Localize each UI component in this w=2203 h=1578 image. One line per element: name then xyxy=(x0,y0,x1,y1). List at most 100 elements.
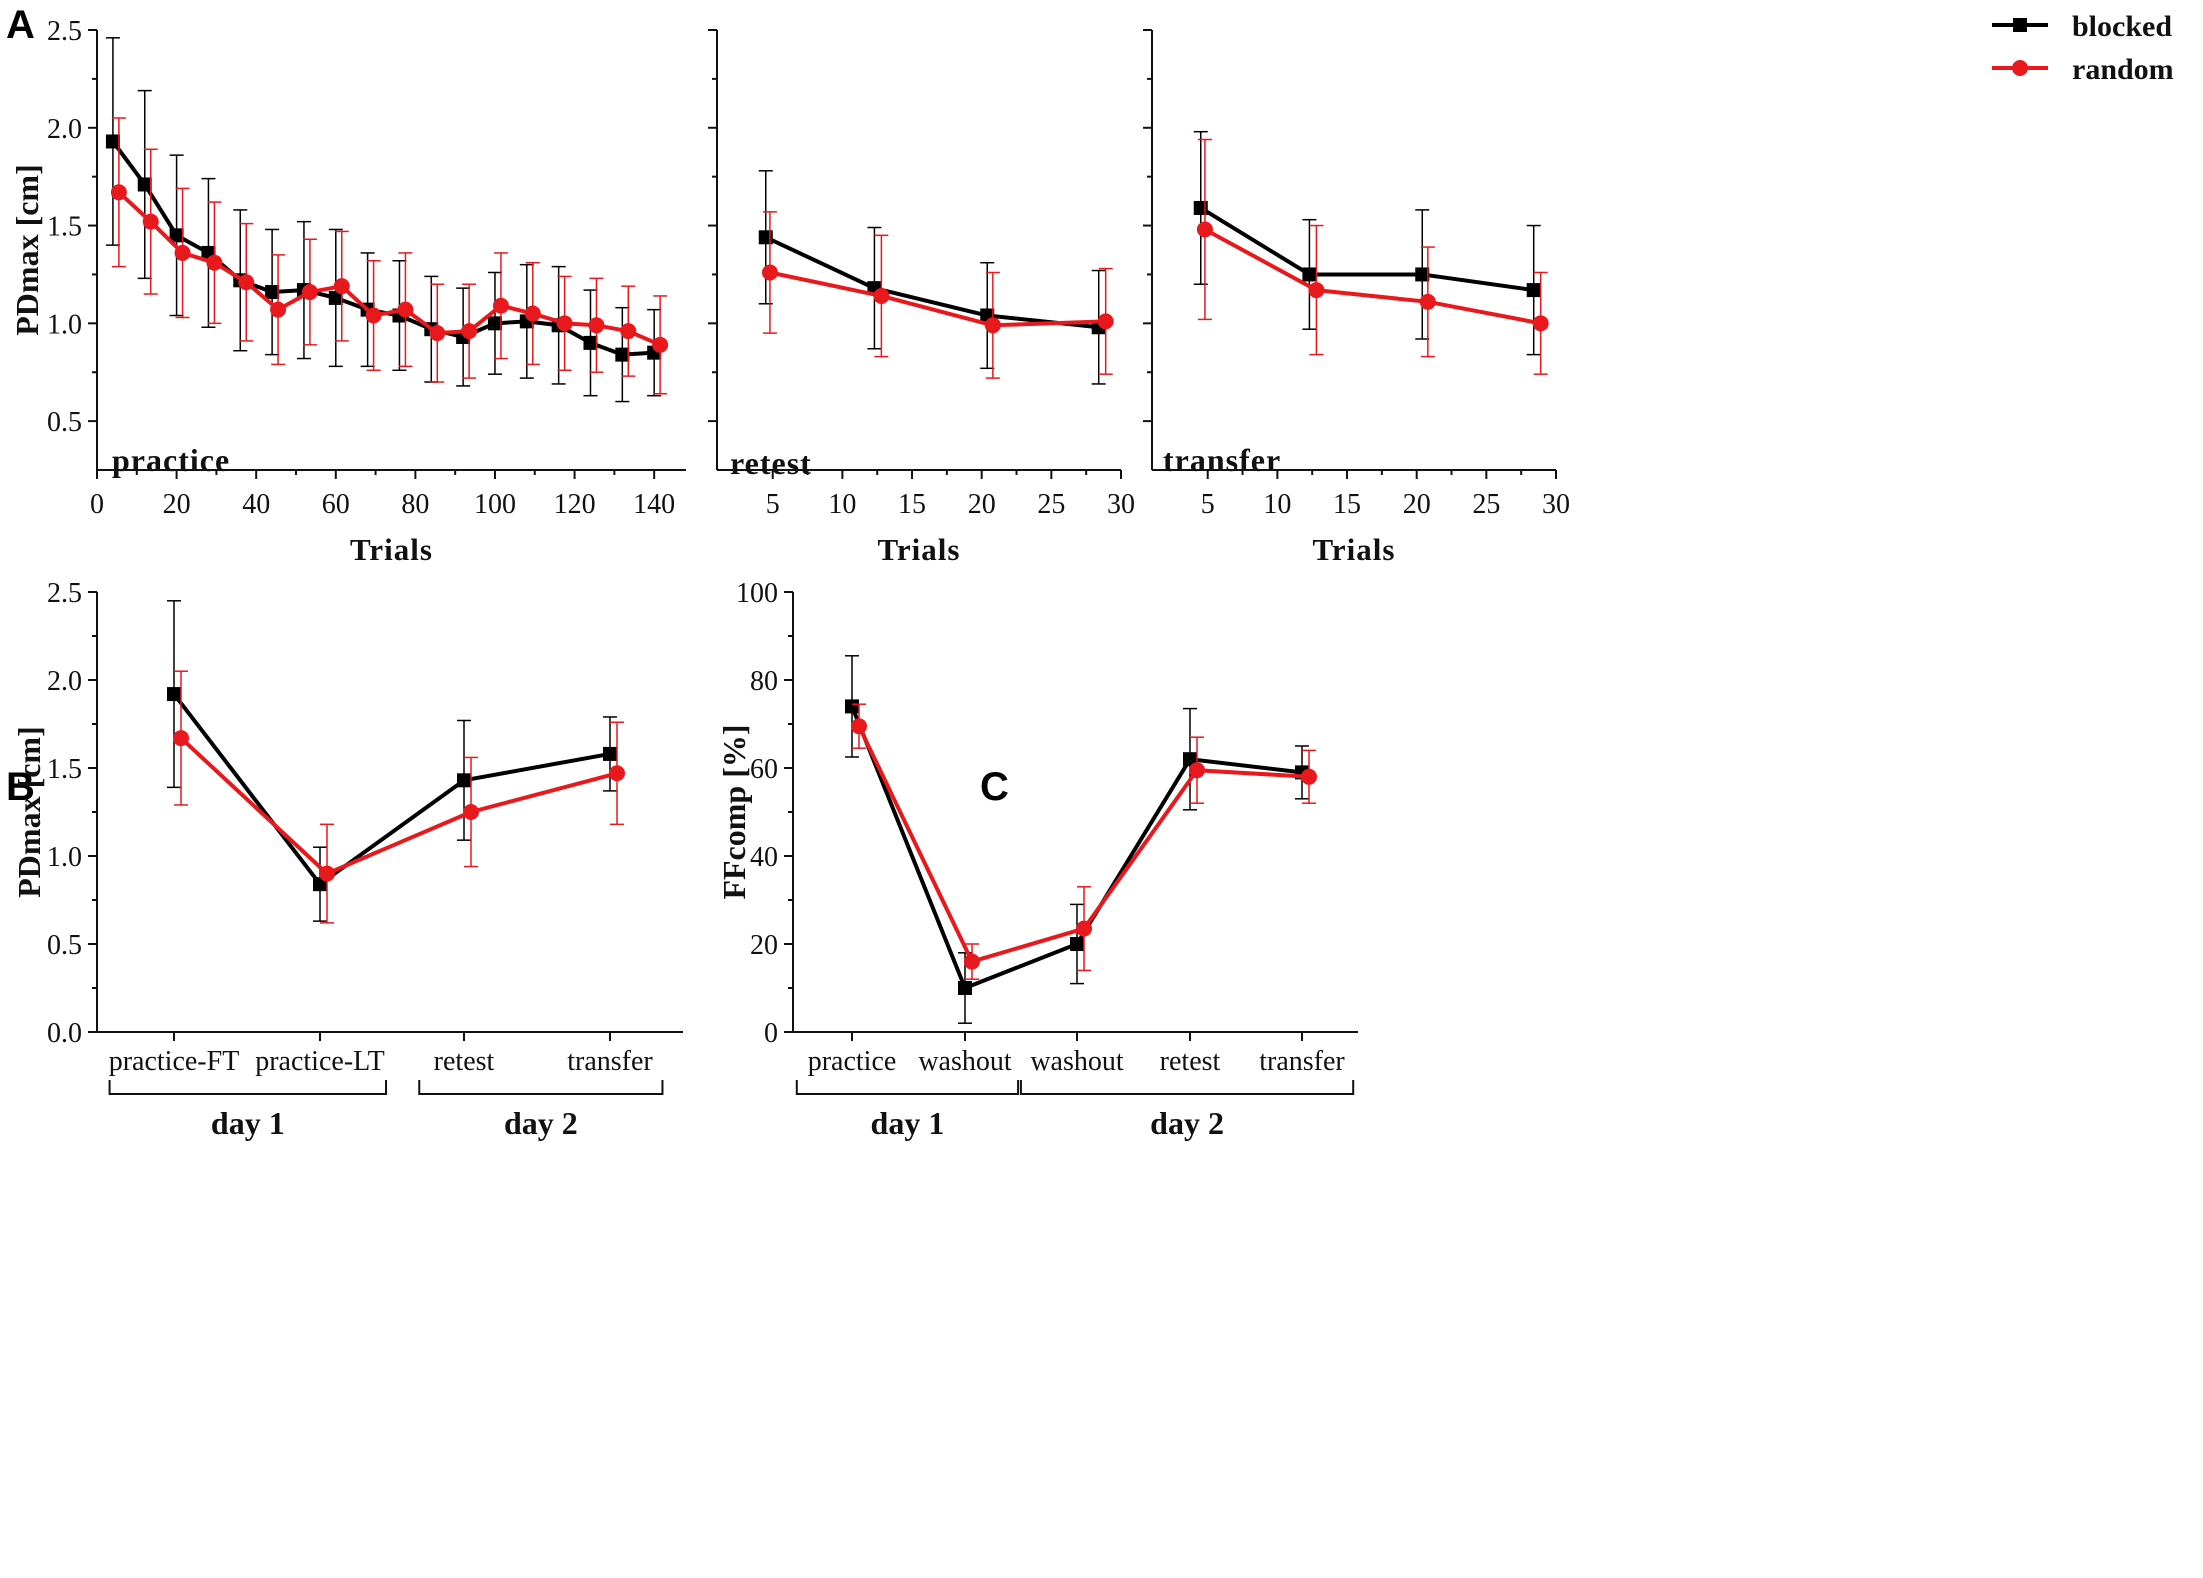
x-axis-title: Trials xyxy=(878,532,961,567)
data-point xyxy=(620,323,637,340)
data-point xyxy=(1076,920,1092,937)
x-tick-label: 5 xyxy=(1201,489,1215,520)
x-tick-label: 30 xyxy=(1542,489,1570,520)
y-axis-title: FFcomp [%] xyxy=(716,724,752,899)
subplot-label: retest xyxy=(730,445,812,481)
category-label: practice-LT xyxy=(255,1046,385,1077)
series-random xyxy=(851,703,1317,980)
data-point xyxy=(238,274,255,291)
series-blocked xyxy=(105,37,662,403)
y-tick-label: 2.5 xyxy=(47,16,82,47)
group-bracket xyxy=(1019,1080,1355,1095)
data-point xyxy=(174,244,191,261)
data-point xyxy=(270,301,287,318)
data-point xyxy=(761,264,778,281)
series-line xyxy=(769,270,1106,328)
y-tick-label: 40 xyxy=(750,842,778,873)
data-point xyxy=(1189,762,1205,779)
series-random xyxy=(110,117,669,395)
category-label: retest xyxy=(434,1046,495,1077)
chart-a3: 5 10 15 20 25 30 Trials transfer xyxy=(1143,29,1570,567)
x-tick-label: 100 xyxy=(474,489,516,520)
x-tick-label: 25 xyxy=(1472,489,1500,520)
series-line xyxy=(1199,206,1534,293)
series-blocked xyxy=(845,655,1309,1024)
data-point xyxy=(167,687,181,702)
series-random xyxy=(1196,138,1549,375)
data-point xyxy=(1415,267,1430,282)
data-point xyxy=(845,699,859,714)
data-point xyxy=(615,347,630,362)
series-random xyxy=(761,211,1114,379)
data-point xyxy=(652,336,669,353)
series-blocked xyxy=(758,170,1106,385)
series-random xyxy=(173,670,625,924)
data-point xyxy=(461,323,478,340)
data-point xyxy=(487,316,502,331)
legend-blocked-label: blocked xyxy=(2072,10,2172,43)
data-point xyxy=(1070,937,1084,951)
category-label: washout xyxy=(1030,1046,1124,1077)
legend-random-label: random xyxy=(2072,53,2174,86)
y-tick-label: 0 xyxy=(764,1018,778,1049)
x-axis-title: Trials xyxy=(1313,532,1396,567)
data-point xyxy=(873,287,890,304)
data-point xyxy=(588,317,605,334)
data-point xyxy=(265,285,280,300)
subplot-label: transfer xyxy=(1163,442,1281,478)
legend-blocked-marker xyxy=(2013,18,2027,32)
x-tick-label: 25 xyxy=(1037,489,1065,520)
chart-b: 0.0 0.5 1.0 1.5 2.0 2.5 PDmax [cm] practice-FT p… xyxy=(11,578,683,1141)
x-axis-title: Trials xyxy=(350,532,433,567)
data-point xyxy=(463,804,479,820)
series-line xyxy=(764,235,1099,330)
chart-a1: 0.5 1.0 1.5 2.0 2.5 PDmax [cm] 0 20 40 60 80 100 120… xyxy=(9,16,686,567)
series-blocked xyxy=(1193,130,1541,356)
group-label: day 2 xyxy=(504,1105,578,1141)
group-bracket xyxy=(418,1080,664,1095)
series-line xyxy=(179,736,618,876)
y-tick-label: 1.5 xyxy=(47,754,82,785)
series-line xyxy=(172,692,611,887)
data-point xyxy=(1532,315,1549,332)
data-point xyxy=(301,284,318,301)
x-tick-label: 20 xyxy=(968,489,996,520)
x-tick-label: 80 xyxy=(401,489,429,520)
category-label: practice-FT xyxy=(109,1046,240,1077)
data-point xyxy=(328,290,343,305)
data-point xyxy=(319,865,335,882)
data-point xyxy=(169,228,184,243)
y-tick-label: 1.0 xyxy=(47,309,82,340)
data-point xyxy=(1308,282,1325,299)
subplot-label: practice xyxy=(112,442,230,478)
x-tick-label: 30 xyxy=(1107,489,1135,520)
x-tick-label: 140 xyxy=(633,489,675,520)
data-point xyxy=(365,307,382,324)
y-tick-label: 60 xyxy=(750,754,778,785)
data-point xyxy=(984,317,1001,334)
data-point xyxy=(1097,313,1114,330)
group-bracket xyxy=(108,1080,388,1095)
group-bracket xyxy=(795,1080,1020,1095)
chart-c: 0 20 40 60 80 100 FFcomp [%] practice washout was… xyxy=(716,578,1358,1141)
chart-a2: 5 10 15 20 25 30 Trials retest xyxy=(708,29,1135,567)
group-label: day 2 xyxy=(1150,1105,1224,1141)
y-tick-label: 20 xyxy=(750,930,778,961)
x-tick-label: 120 xyxy=(554,489,596,520)
data-point xyxy=(206,254,223,271)
category-label: washout xyxy=(918,1046,1012,1077)
y-axis-title: PDmax [cm] xyxy=(11,726,47,897)
data-point xyxy=(142,213,159,230)
data-point xyxy=(1183,752,1197,767)
data-point xyxy=(429,325,446,342)
group-label: day 1 xyxy=(871,1105,945,1141)
x-tick-label: 20 xyxy=(1403,489,1431,520)
y-tick-label: 2.0 xyxy=(47,666,82,697)
data-point xyxy=(137,177,152,192)
panel-letter-b: B xyxy=(6,765,35,809)
data-point xyxy=(609,765,625,782)
data-point xyxy=(524,305,541,322)
category-label: transfer xyxy=(1259,1046,1345,1077)
